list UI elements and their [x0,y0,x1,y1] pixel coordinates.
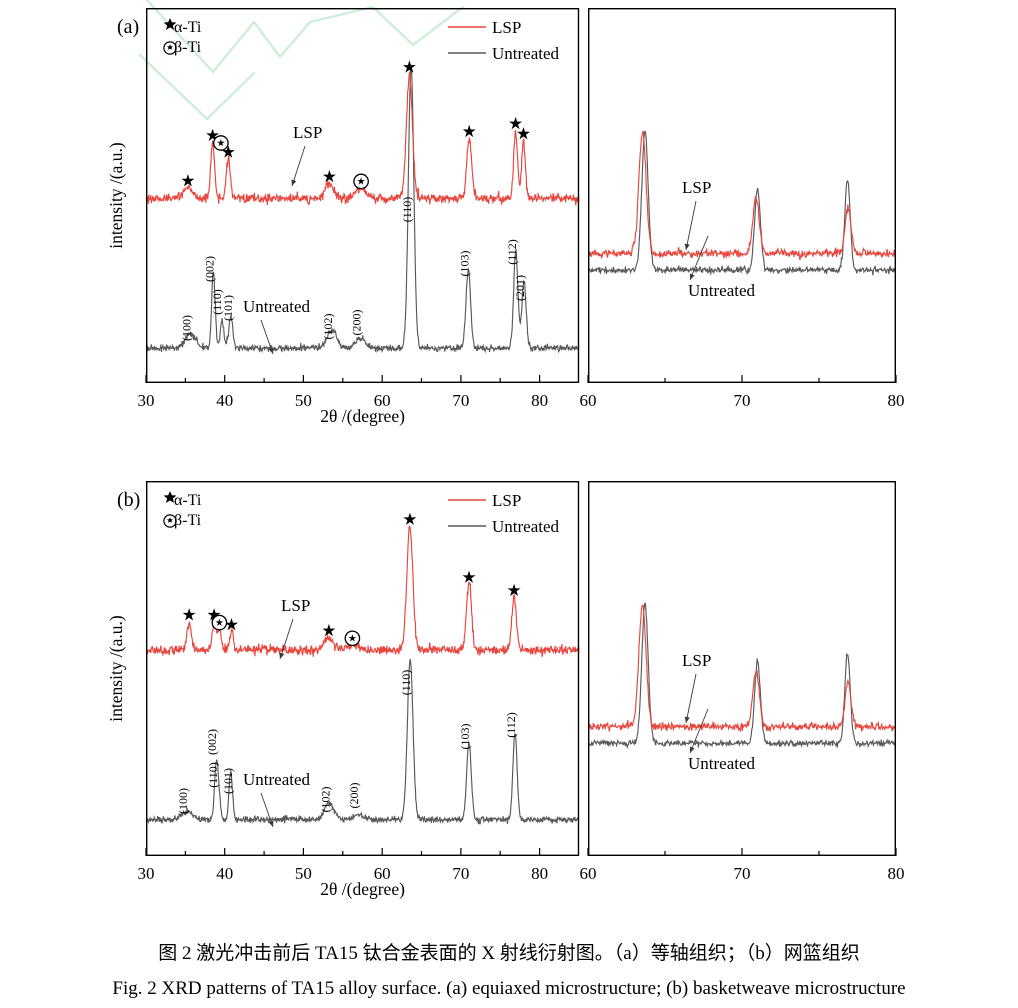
svg-text:Untreated: Untreated [492,517,560,536]
svg-text:LSP: LSP [492,18,521,37]
svg-text:LSP: LSP [293,123,322,142]
svg-text:β-Ti: β-Ti [174,39,202,56]
svg-text:Untreated: Untreated [243,297,311,316]
svg-text:LSP: LSP [281,596,310,615]
svg-text:(110): (110) [206,762,220,788]
svg-text:2θ /(degree): 2θ /(degree) [320,406,405,426]
svg-text:(100): (100) [179,315,193,341]
svg-text:(101): (101) [221,768,235,794]
svg-text:80: 80 [888,391,905,410]
svg-text:(112): (112) [505,239,519,265]
svg-text:α-Ti: α-Ti [174,19,202,36]
svg-text:(112): (112) [504,712,518,738]
svg-text:2θ /(degree): 2θ /(degree) [320,879,405,899]
svg-text:80: 80 [888,864,905,883]
svg-text:Untreated: Untreated [688,281,756,300]
svg-text:70: 70 [734,864,751,883]
svg-text:LSP: LSP [682,178,711,197]
svg-text:Untreated: Untreated [243,770,311,789]
svg-text:α-Ti: α-Ti [174,492,202,509]
svg-text:β-Ti: β-Ti [174,512,202,529]
svg-text:(100): (100) [176,788,190,814]
svg-text:(002): (002) [202,256,216,282]
svg-text:(201): (201) [513,275,527,301]
svg-text:(103): (103) [458,724,472,750]
svg-text:(103): (103) [457,251,471,277]
svg-text:(101): (101) [221,295,235,321]
svg-text:60: 60 [580,391,597,410]
svg-text:LSP: LSP [492,491,521,510]
svg-text:LSP: LSP [682,651,711,670]
svg-text:60: 60 [580,864,597,883]
svg-text:intensity /(a.u.): intensity /(a.u.) [106,615,126,722]
svg-text:intensity /(a.u.): intensity /(a.u.) [106,142,126,249]
svg-text:Untreated: Untreated [688,754,756,773]
svg-text:(110): (110) [399,670,413,696]
svg-text:(002): (002) [205,729,219,755]
svg-text:Untreated: Untreated [492,44,560,63]
svg-text:(110): (110) [400,197,414,223]
svg-text:70: 70 [734,391,751,410]
